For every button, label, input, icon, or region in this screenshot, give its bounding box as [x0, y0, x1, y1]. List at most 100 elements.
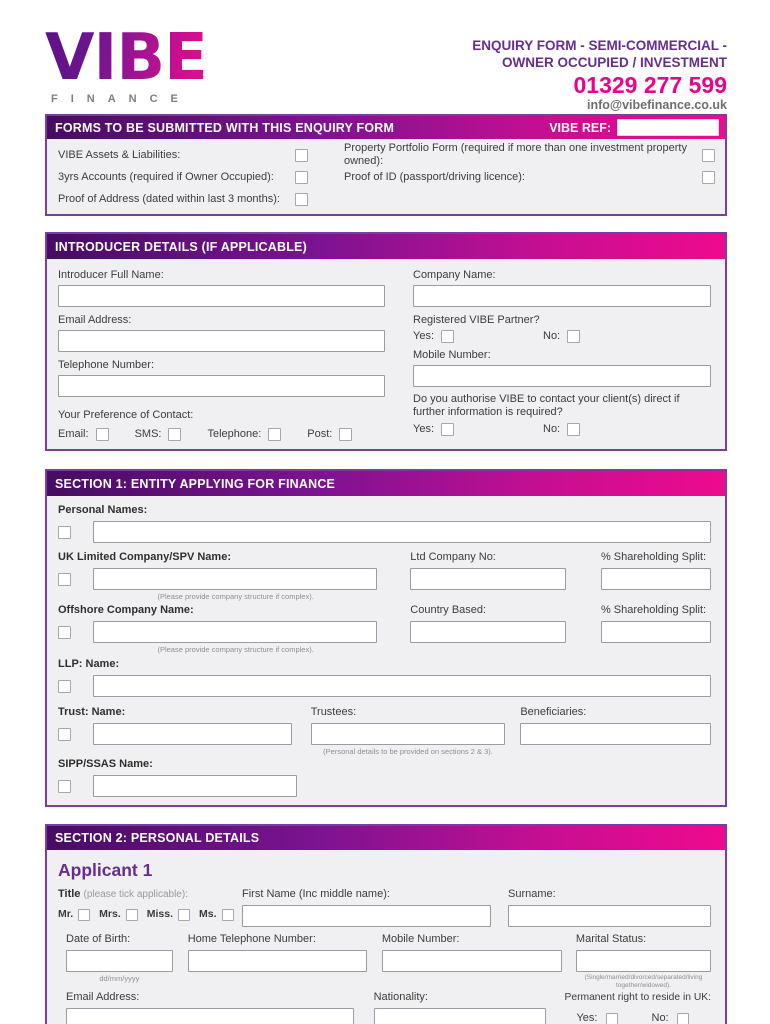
trust-name-input[interactable] [93, 723, 292, 745]
section2-header: SECTION 2: PERSONAL DETAILS [47, 826, 725, 850]
beneficiaries-input[interactable] [520, 723, 711, 745]
share-split-label: % Shareholding Split: [600, 551, 707, 563]
yes-label: Yes: [413, 423, 435, 435]
checkbox-title-mrs[interactable] [125, 908, 138, 921]
checkbox-sipp[interactable] [58, 779, 71, 793]
uk-company-input[interactable] [93, 568, 378, 590]
checkbox-authorise-no[interactable] [567, 423, 581, 436]
no-label: No: [543, 423, 561, 435]
checkbox-3yrs-accounts[interactable] [295, 170, 308, 184]
preference-label: Your Preference of Contact: [58, 409, 194, 421]
title-miss-label: Miss. [146, 908, 174, 920]
phone-number: 01329 277 599 [573, 72, 728, 98]
applicant-email-input[interactable] [66, 1008, 354, 1024]
marital-status-note: (Single/married/divorced/separated/livin… [584, 974, 703, 989]
no-label: No: [651, 1012, 669, 1024]
introducer-telephone-label: Telephone Number: [58, 359, 155, 371]
vibe-ref-label: VIBE REF: [549, 120, 611, 135]
checkbox-title-miss[interactable] [178, 908, 191, 921]
title-note: (please tick applicable): [83, 889, 188, 900]
sipp-name-label: SIPP/SSAS Name: [58, 758, 153, 770]
section2-personal: SECTION 2: PERSONAL DETAILS Applicant 1 … [45, 824, 727, 1024]
uk-company-label: UK Limited Company/SPV Name: [58, 551, 231, 563]
checkbox-uk-company[interactable] [58, 572, 71, 586]
mobile-number-label: Mobile Number: [413, 349, 491, 361]
nationality-input[interactable] [373, 1008, 547, 1024]
ltd-company-no-input[interactable] [410, 568, 566, 590]
applicant-mobile-input[interactable] [381, 950, 562, 972]
checkbox-partner-yes[interactable] [441, 330, 455, 343]
marital-status-input[interactable] [575, 950, 711, 972]
pref-post-label: Post: [307, 428, 333, 440]
checkbox-proof-of-id[interactable] [702, 170, 715, 184]
yes-label: Yes: [413, 330, 435, 342]
section1-entity: SECTION 1: ENTITY APPLYING FOR FINANCE P… [45, 469, 727, 807]
personal-names-input[interactable] [93, 521, 711, 543]
forms-section-header: FORMS TO BE SUBMITTED WITH THIS ENQUIRY … [47, 116, 725, 139]
checkbox-offshore-company[interactable] [58, 625, 71, 639]
checkbox-reside-no[interactable] [676, 1012, 689, 1024]
country-based-label: Country Based: [410, 604, 487, 616]
ltd-company-no-label: Ltd Company No: [410, 551, 496, 563]
form-title-line2: OWNER OCCUPIED / INVESTMENT [501, 55, 727, 70]
vibe-logo-word: VIBE [45, 21, 208, 95]
section1-header: SECTION 1: ENTITY APPLYING FOR FINANCE [47, 471, 725, 496]
introducer-section-title: INTRODUCER DETAILS (IF APPLICABLE) [55, 239, 307, 254]
checkbox-title-ms[interactable] [221, 908, 234, 921]
forms-section-title: FORMS TO BE SUBMITTED WITH THIS ENQUIRY … [55, 120, 395, 135]
checkbox-title-mr[interactable] [78, 908, 91, 921]
beneficiaries-label: Beneficiaries: [520, 706, 587, 718]
vibe-ref-input[interactable] [617, 119, 719, 136]
introducer-mobile-input[interactable] [413, 365, 711, 387]
country-based-input[interactable] [410, 621, 566, 643]
first-name-label: First Name (Inc middle name): [242, 888, 390, 900]
checkbox-property-portfolio[interactable] [702, 148, 715, 162]
checkbox-reside-yes[interactable] [605, 1012, 618, 1024]
offshore-company-input[interactable] [93, 621, 378, 643]
forms-to-submit-section: FORMS TO BE SUBMITTED WITH THIS ENQUIRY … [45, 114, 727, 216]
llp-name-input[interactable] [93, 675, 711, 697]
registered-partner-label: Registered VIBE Partner? [413, 314, 540, 326]
marital-status-label: Marital Status: [575, 933, 647, 945]
personal-names-label: Personal Names: [58, 504, 148, 516]
dob-format-note: dd/mm/yyyy [99, 974, 140, 983]
checkbox-llp[interactable] [58, 679, 71, 693]
introducer-name-input[interactable] [58, 285, 385, 307]
section1-title: SECTION 1: ENTITY APPLYING FOR FINANCE [55, 476, 336, 491]
trustees-input[interactable] [310, 723, 506, 745]
applicant-1-heading: Applicant 1 [58, 860, 153, 880]
dob-input[interactable] [66, 950, 173, 972]
checkbox-pref-post[interactable] [339, 428, 353, 441]
reside-uk-label: Permanent right to reside in UK: [564, 992, 711, 1003]
first-name-input[interactable] [242, 905, 491, 927]
home-telephone-label: Home Telephone Number: [187, 933, 316, 945]
title-mr-label: Mr. [58, 908, 74, 920]
pref-telephone-label: Telephone: [207, 428, 262, 440]
checkbox-pref-email[interactable] [95, 428, 109, 441]
checkbox-trust[interactable] [58, 727, 71, 741]
checkbox-partner-no[interactable] [567, 330, 581, 343]
trustees-label: Trustees: [310, 706, 357, 718]
introducer-telephone-input[interactable] [58, 375, 385, 397]
title-label: Title [58, 888, 81, 900]
title-ms-label: Ms. [199, 908, 217, 920]
forms-checklist: VIBE Assets & Liabilities: Property Port… [47, 139, 725, 214]
checkbox-proof-of-address[interactable] [295, 192, 308, 206]
company-name-input[interactable] [413, 285, 711, 307]
share-split-label: % Shareholding Split: [600, 604, 707, 616]
checkbox-vibe-assets[interactable] [295, 148, 308, 162]
offshore-share-split-input[interactable] [600, 621, 711, 643]
checkbox-authorise-yes[interactable] [441, 423, 455, 436]
sipp-name-input[interactable] [93, 775, 297, 797]
introducer-email-label: Email Address: [58, 314, 132, 326]
surname-input[interactable] [508, 905, 711, 927]
home-telephone-input[interactable] [187, 950, 367, 972]
applicant-email-label: Email Address: [66, 991, 140, 1003]
surname-label: Surname: [508, 888, 556, 900]
introducer-email-input[interactable] [58, 330, 385, 352]
checkbox-pref-telephone[interactable] [268, 428, 282, 441]
uk-share-split-input[interactable] [600, 568, 711, 590]
trustees-note: (Personal details to be provided on sect… [323, 747, 493, 756]
checkbox-pref-sms[interactable] [168, 428, 182, 441]
checkbox-personal-names[interactable] [58, 525, 71, 539]
